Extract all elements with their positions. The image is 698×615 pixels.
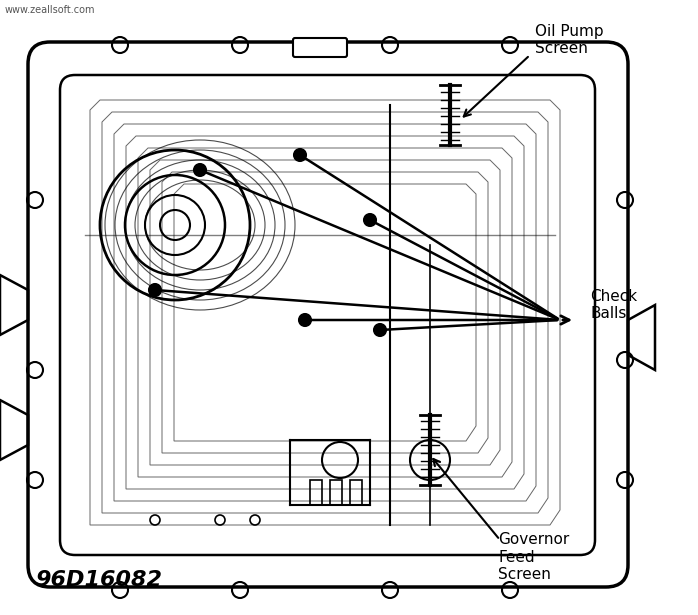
Text: Oil Pump
Screen: Oil Pump Screen bbox=[535, 24, 604, 56]
Bar bbox=[330, 480, 342, 505]
Circle shape bbox=[374, 324, 386, 336]
Text: Governor
Feed
Screen: Governor Feed Screen bbox=[498, 532, 570, 582]
Text: Check
Balls: Check Balls bbox=[590, 289, 637, 321]
Circle shape bbox=[299, 314, 311, 326]
Circle shape bbox=[364, 214, 376, 226]
Bar bbox=[350, 480, 362, 505]
Circle shape bbox=[194, 164, 206, 176]
Text: 96D16082: 96D16082 bbox=[35, 570, 162, 590]
Bar bbox=[310, 480, 322, 505]
Circle shape bbox=[149, 284, 161, 296]
Circle shape bbox=[294, 149, 306, 161]
FancyBboxPatch shape bbox=[293, 38, 347, 57]
Text: www.zeallsoft.com: www.zeallsoft.com bbox=[5, 5, 96, 15]
